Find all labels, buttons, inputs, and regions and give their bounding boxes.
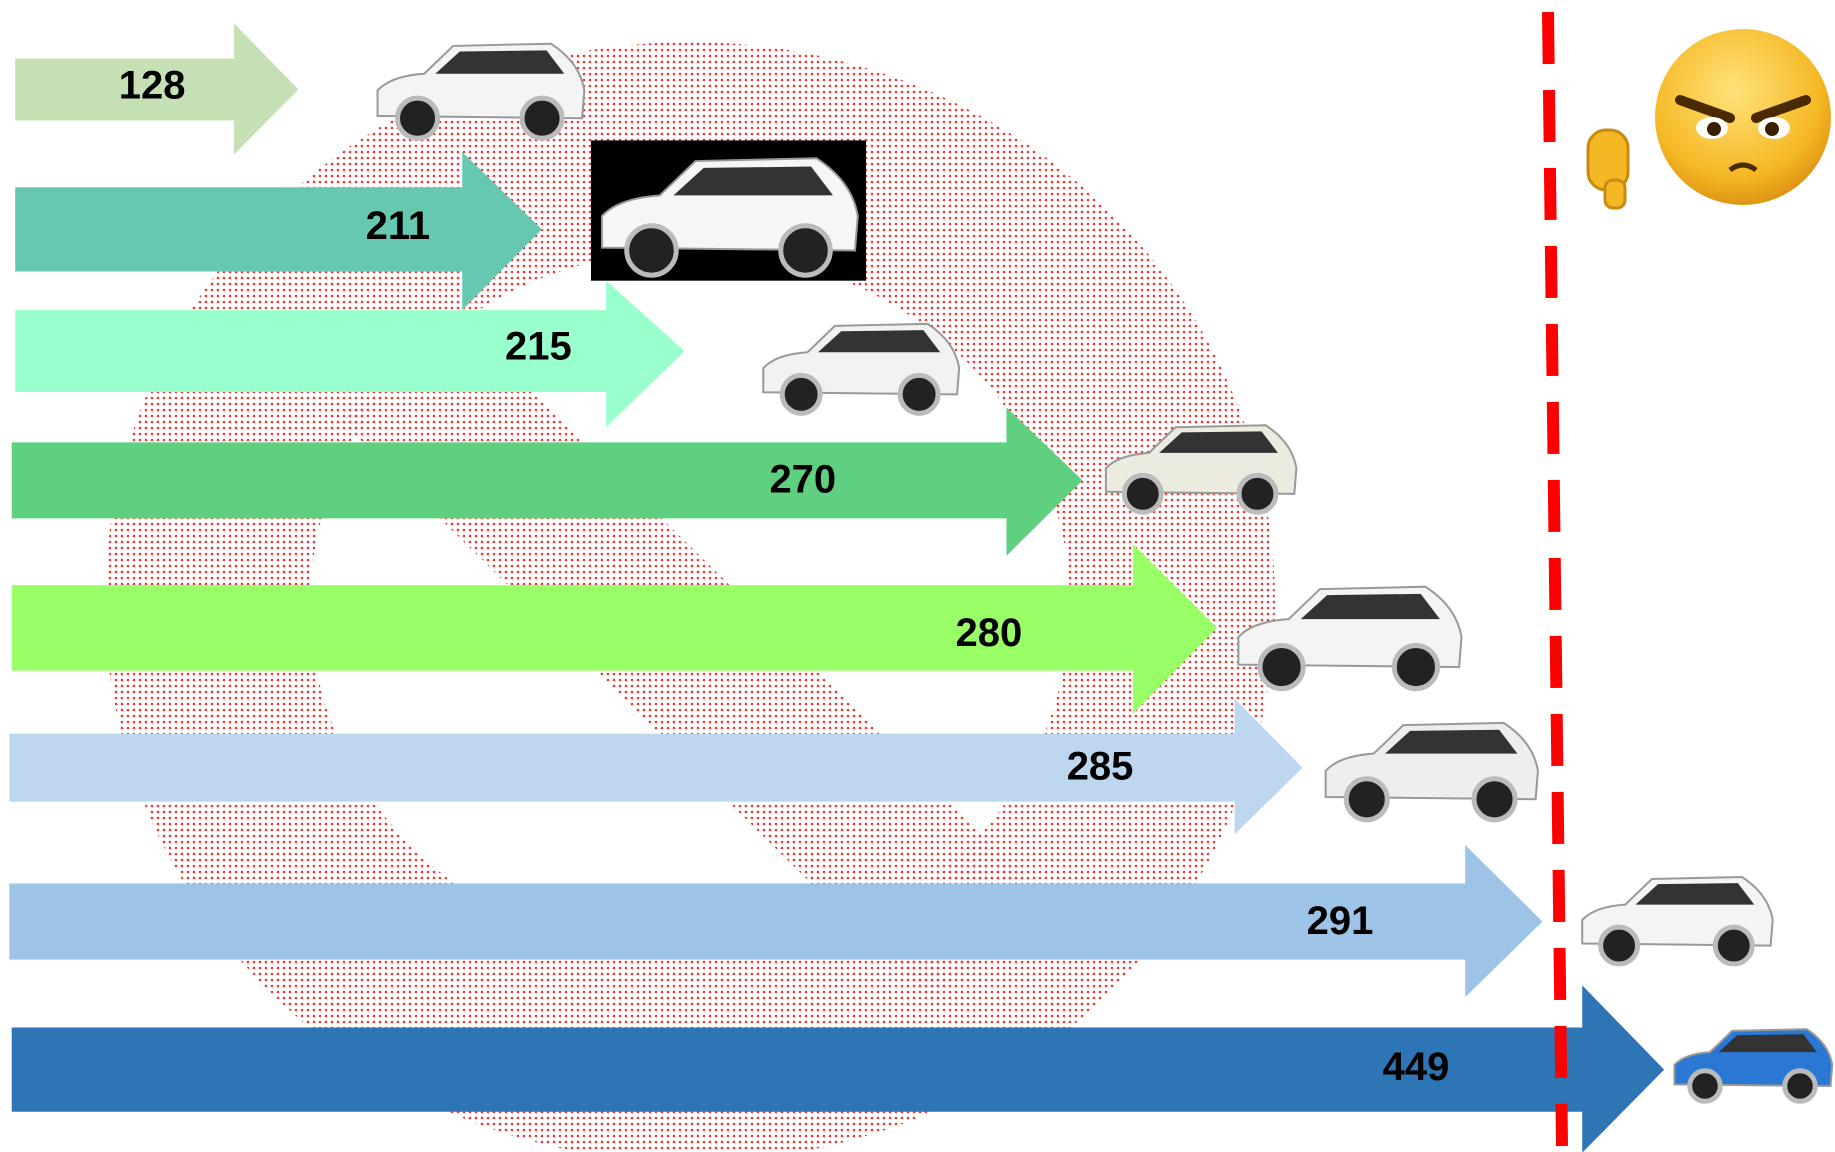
infographic: 128 211 215 270 280 285 291 449 — [0, 0, 1835, 1152]
car-wheel — [1715, 927, 1752, 964]
car-wheel — [1785, 1071, 1816, 1102]
car-wheel — [1690, 1071, 1721, 1102]
range-value: 128 — [119, 63, 186, 107]
range-value: 215 — [505, 324, 572, 368]
car-wheel — [900, 375, 938, 413]
car-image — [1582, 877, 1772, 964]
range-value: 449 — [1383, 1045, 1450, 1089]
car-wheel — [781, 226, 831, 276]
car-wheel — [1239, 475, 1276, 512]
thumbs-down — [1588, 130, 1628, 208]
car-wheel — [627, 226, 677, 276]
limit-line — [1548, 12, 1562, 1146]
range-value: 291 — [1307, 899, 1374, 943]
range-value: 211 — [366, 204, 431, 248]
angry-emoji — [1655, 29, 1831, 205]
car-wheel — [782, 375, 820, 413]
car-wheel — [1260, 645, 1303, 688]
car-wheel — [1601, 927, 1638, 964]
range-value: 270 — [769, 458, 836, 502]
range-value: 285 — [1067, 744, 1134, 788]
car-image — [1326, 723, 1538, 820]
car-wheel — [522, 98, 562, 138]
car-wheel — [398, 98, 438, 138]
car-wheel — [1346, 779, 1387, 820]
car-image — [591, 140, 866, 280]
car-wheel — [1474, 779, 1515, 820]
range-value: 280 — [956, 611, 1023, 655]
car-wheel — [1124, 475, 1161, 512]
car-wheel — [1394, 645, 1437, 688]
car-image — [1674, 1029, 1832, 1101]
car-image — [763, 324, 959, 414]
